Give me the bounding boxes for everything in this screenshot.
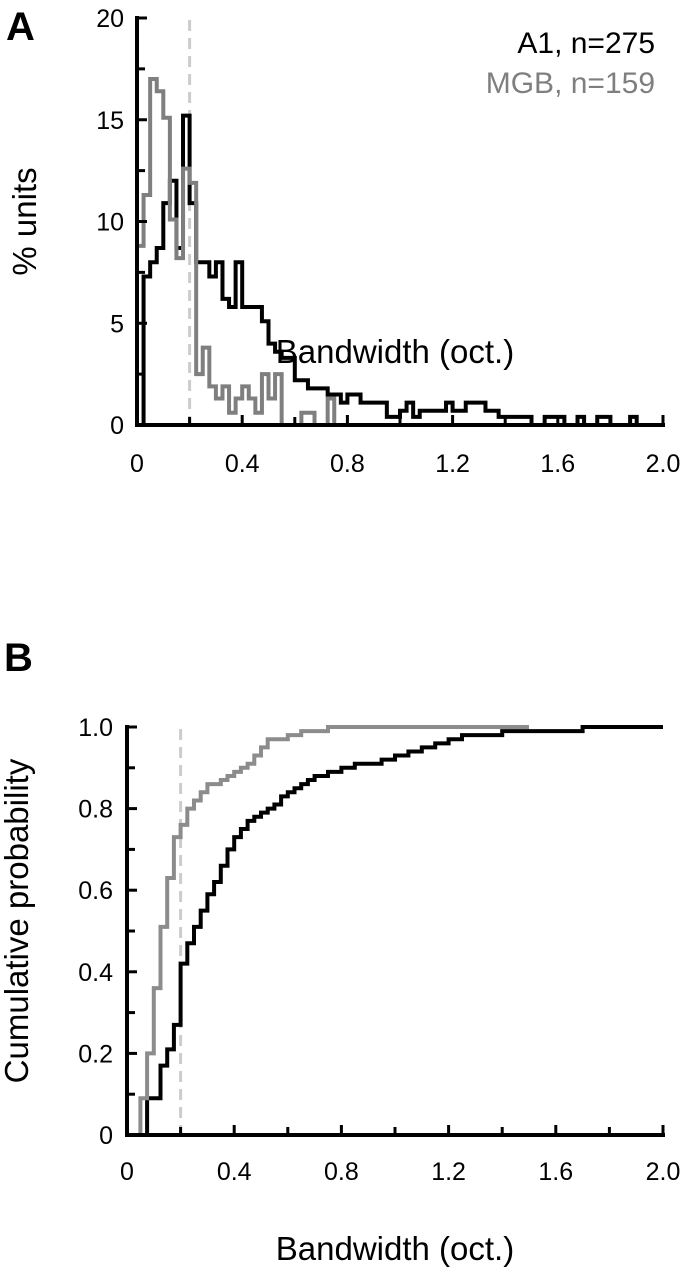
y-axis-label: Cumulative probability xyxy=(0,758,35,1083)
panel-b-cumulative: 0 0.4 0.8 1.2 1.6 2.0 0 0.2 0.4 0.6 0.8 1.0 Bandwidt… xyxy=(0,714,680,1267)
x-tick-label: 0 xyxy=(130,450,144,478)
y-tick-label: 10 xyxy=(96,209,124,237)
series-line-a1 xyxy=(140,725,663,1137)
y-tick-label: 0.6 xyxy=(78,877,113,905)
y-tick-label: 20 xyxy=(96,5,124,33)
y-tick-label: 0 xyxy=(99,1122,113,1150)
panel-a-histogram: 0 0.4 0.8 1.2 1.6 2.0 0 5 10 15 20 Bandwidth (oct.)… xyxy=(6,5,680,478)
x-axis-label: Bandwidth (oct.) xyxy=(276,1230,514,1267)
y-tick-label: 5 xyxy=(110,310,124,338)
x-tick-label: 0.4 xyxy=(225,450,260,478)
y-tick-label: 0 xyxy=(110,412,124,440)
legend-entry-mgb: MGB, n=159 xyxy=(486,67,655,100)
x-tick-label: 1.2 xyxy=(435,450,470,478)
x-tick-label: 1.6 xyxy=(540,450,575,478)
y-tick-label: 0.8 xyxy=(78,796,113,824)
panel-a-letter: A xyxy=(6,5,35,49)
legend-entry-a1: A1, n=275 xyxy=(517,27,655,60)
y-tick-label: 0.2 xyxy=(78,1040,113,1068)
x-tick-label: 2.0 xyxy=(646,450,681,478)
x-tick-label: 1.6 xyxy=(538,1158,573,1186)
x-tick-label: 1.2 xyxy=(431,1158,466,1186)
y-axis-label: % units xyxy=(6,167,43,275)
series-line-mgb xyxy=(127,725,529,1137)
panel-b-letter: B xyxy=(4,636,33,680)
x-tick-label: 0 xyxy=(120,1158,134,1186)
series-line-mgb xyxy=(135,77,337,427)
x-tick-label: 0.8 xyxy=(324,1158,359,1186)
y-tick-label: 0.4 xyxy=(78,959,113,987)
x-axis-label: Bandwidth (oct.) xyxy=(276,333,514,370)
x-tick-label: 2.0 xyxy=(646,1158,681,1186)
y-tick-label: 15 xyxy=(96,107,124,135)
y-tick-label: 1.0 xyxy=(78,714,113,742)
x-tick-label: 0.4 xyxy=(217,1158,252,1186)
series-line-a1 xyxy=(141,113,644,427)
x-tick-label: 0.8 xyxy=(330,450,365,478)
